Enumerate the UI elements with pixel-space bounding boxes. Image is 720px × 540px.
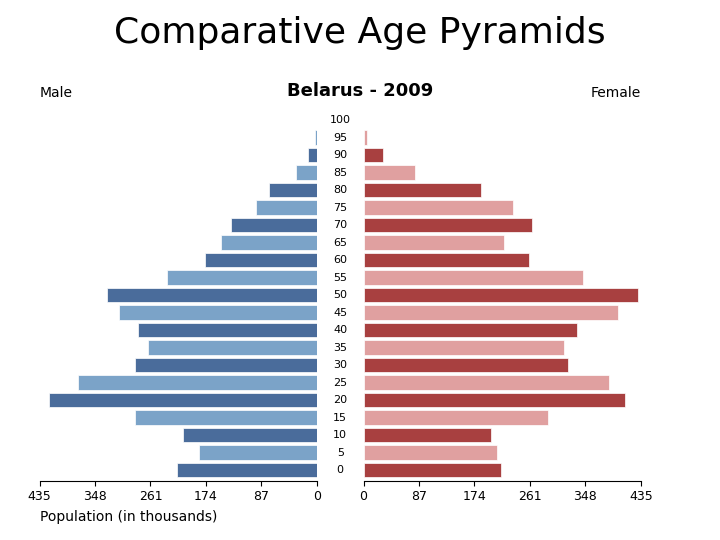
Bar xyxy=(364,323,577,338)
Bar xyxy=(269,183,317,198)
Text: 45: 45 xyxy=(333,308,347,318)
Text: 65: 65 xyxy=(333,238,347,248)
Text: 60: 60 xyxy=(333,255,347,265)
Bar xyxy=(183,428,317,442)
Text: 95: 95 xyxy=(333,133,347,143)
Bar xyxy=(176,463,317,477)
Bar xyxy=(315,130,317,145)
Bar xyxy=(364,305,618,320)
Bar xyxy=(120,305,317,320)
Bar xyxy=(364,270,583,285)
Text: Population (in thousands): Population (in thousands) xyxy=(40,510,217,524)
Text: 80: 80 xyxy=(333,185,347,195)
Bar xyxy=(231,218,317,232)
Bar xyxy=(364,235,504,250)
Bar xyxy=(364,410,549,425)
Bar xyxy=(364,393,625,408)
Bar xyxy=(308,148,317,163)
Text: Comparative Age Pyramids: Comparative Age Pyramids xyxy=(114,16,606,50)
Bar xyxy=(364,130,366,145)
Bar xyxy=(221,235,317,250)
Bar xyxy=(167,270,317,285)
Text: 70: 70 xyxy=(333,220,347,230)
Text: 35: 35 xyxy=(333,342,347,353)
Bar xyxy=(135,357,317,373)
Bar xyxy=(364,288,638,302)
Text: 15: 15 xyxy=(333,413,347,423)
Text: 50: 50 xyxy=(333,290,347,300)
Bar xyxy=(364,446,498,460)
Bar xyxy=(364,357,567,373)
Text: 20: 20 xyxy=(333,395,347,405)
Bar xyxy=(364,165,415,180)
Text: 75: 75 xyxy=(333,202,347,213)
Text: 0: 0 xyxy=(337,465,343,475)
Text: 40: 40 xyxy=(333,325,347,335)
Bar xyxy=(78,375,317,390)
Bar xyxy=(364,200,513,215)
Text: Belarus - 2009: Belarus - 2009 xyxy=(287,82,433,100)
Bar xyxy=(135,410,317,425)
Bar xyxy=(364,183,482,198)
Text: 5: 5 xyxy=(337,448,343,457)
Text: 100: 100 xyxy=(330,115,351,125)
Bar xyxy=(49,393,317,408)
Text: Male: Male xyxy=(40,86,73,100)
Text: 30: 30 xyxy=(333,360,347,370)
Bar xyxy=(364,375,609,390)
Bar xyxy=(364,148,383,163)
Bar xyxy=(364,340,564,355)
Text: 85: 85 xyxy=(333,167,347,178)
Bar xyxy=(199,446,317,460)
Bar xyxy=(256,200,317,215)
Bar xyxy=(205,253,317,267)
Text: 55: 55 xyxy=(333,273,347,282)
Bar xyxy=(364,428,491,442)
Text: 90: 90 xyxy=(333,150,347,160)
Text: Female: Female xyxy=(590,86,641,100)
Bar xyxy=(364,218,533,232)
Text: 10: 10 xyxy=(333,430,347,440)
Bar xyxy=(364,463,500,477)
Text: 25: 25 xyxy=(333,377,347,388)
Bar xyxy=(138,323,317,338)
Bar xyxy=(148,340,317,355)
Bar xyxy=(297,165,317,180)
Bar xyxy=(364,253,529,267)
Bar xyxy=(107,288,317,302)
